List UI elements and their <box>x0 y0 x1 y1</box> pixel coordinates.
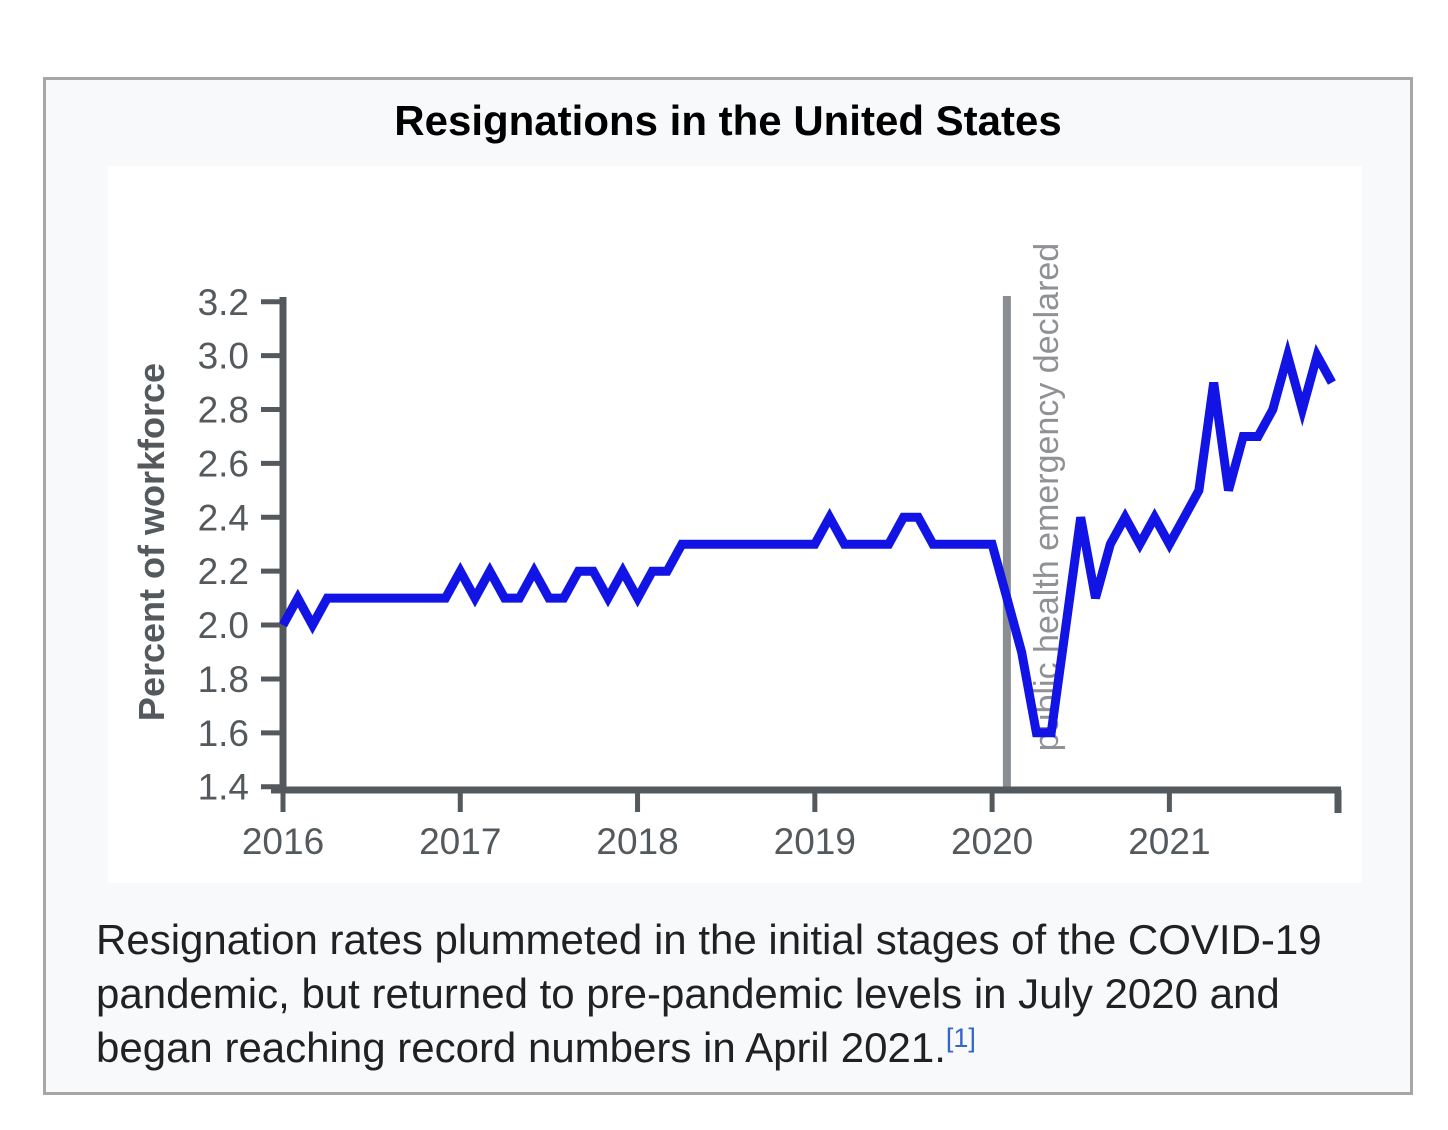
caption-text: Resignation rates plummeted in the initi… <box>96 916 1322 1071</box>
quits-rate-line <box>279 338 1336 738</box>
x-tick-label: 2016 <box>242 821 324 862</box>
figure-title: Resignations in the United States <box>394 97 1062 144</box>
y-tick-label: 2.2 <box>198 551 249 592</box>
chart-image[interactable]: public health emergency declared 1.4 1.6 1… <box>108 166 1362 883</box>
x-tick-label: 2021 <box>1128 821 1210 862</box>
y-tick-label: 1.6 <box>198 713 249 754</box>
y-tick-label: 3.2 <box>198 282 249 323</box>
figure-card: Resignations in the United States public… <box>43 77 1413 1095</box>
y-tick-label: 3.0 <box>198 336 249 377</box>
resignations-line-chart: 1.4 1.6 1.8 2.0 2.2 2.4 2.6 2.8 3.0 3.2 2016 2017 20… <box>198 282 1342 862</box>
reference-link[interactable]: [1] <box>945 1023 976 1053</box>
x-tick-label: 2020 <box>951 821 1033 862</box>
x-tick-label: 2019 <box>774 821 856 862</box>
y-tick-label: 2.0 <box>198 605 249 646</box>
figure-caption: Resignation rates plummeted in the initi… <box>96 913 1348 1075</box>
y-tick-label: 1.4 <box>198 767 249 808</box>
x-tick-label: 2017 <box>419 821 501 862</box>
y-tick-label: 2.4 <box>198 497 249 538</box>
y-tick-label: 2.8 <box>198 390 249 431</box>
y-tick-label: 1.8 <box>198 659 249 700</box>
y-axis-title: Percent of workforce <box>131 362 172 722</box>
x-tick-label: 2018 <box>596 821 678 862</box>
y-tick-label: 2.6 <box>198 443 249 484</box>
